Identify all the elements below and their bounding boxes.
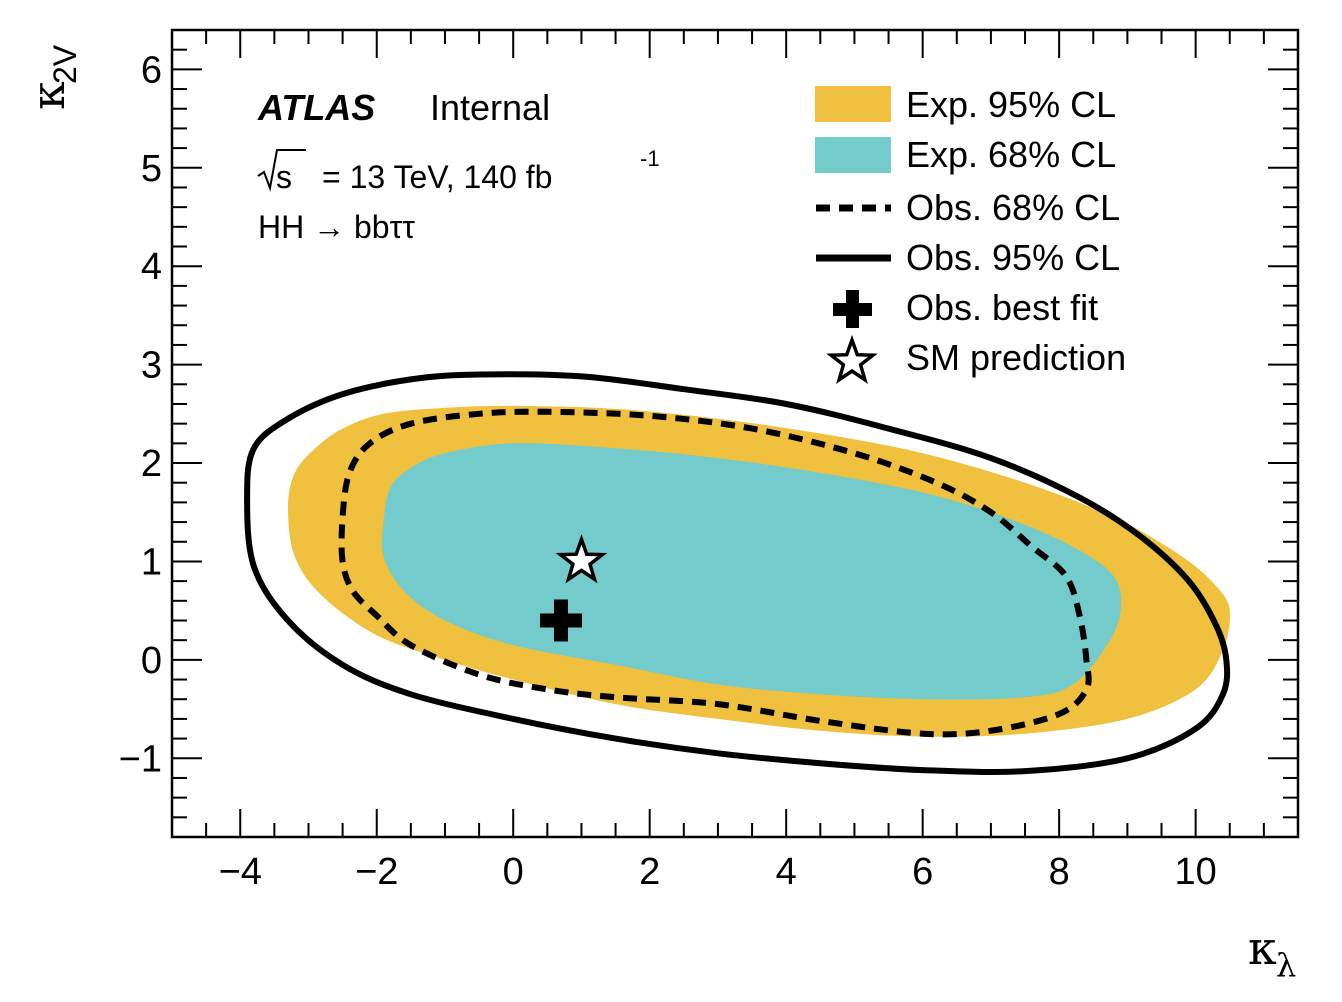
y-axis-label-sub: 2V xyxy=(47,44,83,84)
energy-lumi-label: s = 13 TeV, 140 fb -1 xyxy=(257,146,660,195)
y-tick-label: 1 xyxy=(141,541,162,583)
legend-swatch-bestfit xyxy=(833,290,872,328)
obs-95-cl-contour xyxy=(244,371,1231,775)
y-tick-label: 2 xyxy=(141,443,162,485)
y-tick-label: 5 xyxy=(141,148,162,190)
svg-text:-1: -1 xyxy=(640,146,660,171)
y-tick-label: −1 xyxy=(119,738,162,780)
plot-frame xyxy=(170,28,1300,839)
x-tick-label: 4 xyxy=(776,851,797,893)
y-axis-label: κ xyxy=(21,81,75,110)
legend: Exp. 95% CL Exp. 68% CL Obs. 68% CL Obs.… xyxy=(815,84,1126,384)
sm-prediction-marker xyxy=(555,534,608,584)
legend-swatch-sm xyxy=(826,334,878,384)
y-tick-labels: −1 0 1 2 3 4 5 6 xyxy=(119,49,162,780)
y-tick-label: 6 xyxy=(141,49,162,91)
legend-label-exp95: Exp. 95% CL xyxy=(906,84,1116,125)
x-tick-label: 2 xyxy=(639,851,660,893)
process-label: HH → bbττ xyxy=(258,209,415,245)
x-axis-label-sub: λ xyxy=(1276,946,1296,984)
legend-label-sm: SM prediction xyxy=(906,337,1126,378)
x-tick-label: −2 xyxy=(355,851,398,893)
x-tick-label: 8 xyxy=(1049,851,1070,893)
obs-68-cl-contour xyxy=(338,408,1092,738)
contour-layers xyxy=(244,371,1231,775)
legend-label-bestfit: Obs. best fit xyxy=(906,287,1098,328)
x-tick-label: 6 xyxy=(912,851,933,893)
svg-text:= 13 TeV, 140 fb: = 13 TeV, 140 fb xyxy=(322,159,552,195)
legend-label-obs68: Obs. 68% CL xyxy=(906,187,1120,228)
legend-swatch-exp68 xyxy=(815,137,891,173)
y-tick-label: 0 xyxy=(141,640,162,682)
legend-label-obs95: Obs. 95% CL xyxy=(906,237,1120,278)
y-tick-label: 3 xyxy=(141,345,162,387)
axis-ticks xyxy=(171,29,1299,838)
experiment-label: ATLAS xyxy=(257,87,375,128)
legend-swatch-exp95 xyxy=(815,86,891,122)
x-tick-label: −4 xyxy=(219,851,262,893)
x-axis-label: κ xyxy=(1248,921,1277,975)
best-fit-marker xyxy=(539,599,582,642)
status-label: Internal xyxy=(430,87,550,128)
y-tick-label: 4 xyxy=(141,246,162,288)
x-tick-label: 10 xyxy=(1174,851,1216,893)
svg-text:s: s xyxy=(276,159,292,195)
x-tick-label: 0 xyxy=(503,851,524,893)
legend-label-exp68: Exp. 68% CL xyxy=(906,134,1116,175)
x-tick-labels: −4 −2 0 2 4 6 8 10 xyxy=(219,851,1217,893)
